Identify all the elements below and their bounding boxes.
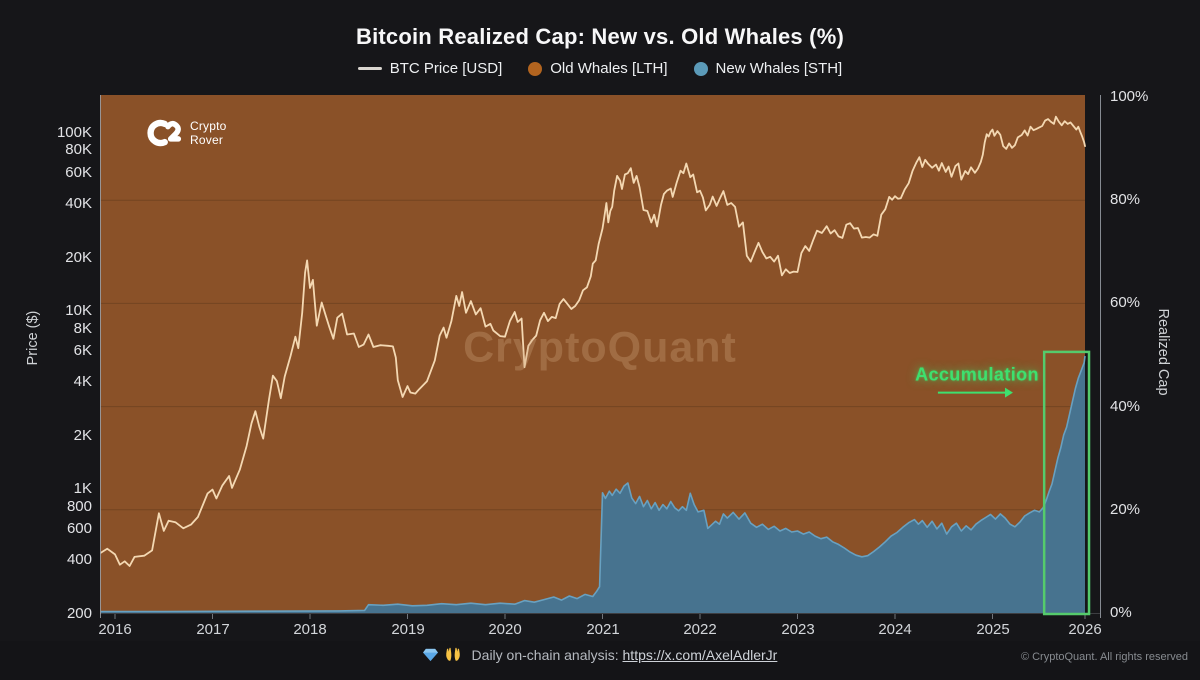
x-axis-tick: 2026 (1068, 621, 1102, 638)
y-left-tick: 800 (66, 498, 92, 515)
crypto-rover-mark-icon (147, 119, 182, 147)
x-axis-tick: 2024 (878, 621, 912, 638)
y-right-tick: 20% (1110, 501, 1141, 518)
copyright-text: © CryptoQuant. All rights reserved (1020, 651, 1188, 663)
y-left-tick: 6K (73, 342, 92, 359)
y-right-tick: 60% (1110, 294, 1141, 311)
y-right-axis-title: Realized Cap (1155, 308, 1171, 396)
old-whales-dot-icon (528, 61, 543, 76)
y-left-tick: 400 (66, 551, 92, 568)
btc-price-line-swatch-icon (357, 67, 382, 70)
accumulation-arrowhead (1004, 387, 1013, 398)
raised-hands-icon (444, 647, 462, 665)
crypto-rover-logo: Crypto Rover (142, 116, 227, 150)
x-axis-tick: 2017 (196, 621, 230, 638)
x-axis-tick: 2018 (293, 621, 327, 638)
legend-item-new-whales: New Whales [STH] (693, 60, 843, 77)
y-left-tick: 10K (65, 302, 92, 319)
y-left-tick: 40K (65, 195, 92, 212)
new-whales-dot-icon (693, 61, 708, 76)
new-whales-sth-area (100, 356, 1085, 613)
chart-legend: BTC Price [USD] Old Whales [LTH] New Wha… (0, 60, 1200, 77)
y-left-tick: 4K (73, 373, 92, 390)
y-left-tick: 200 (66, 605, 92, 622)
y-right-tick: 80% (1110, 191, 1141, 208)
x-axis-tick: 2023 (781, 621, 815, 638)
legend-item-btc-price: BTC Price [USD] (357, 60, 503, 77)
footer-link[interactable]: https://x.com/AxelAdlerJr (622, 647, 778, 663)
accumulation-highlight-box (1042, 350, 1091, 616)
x-axis-tick: 2025 (976, 621, 1010, 638)
y-left-tick: 80K (65, 141, 92, 158)
legend-label: Old Whales [LTH] (550, 60, 668, 77)
x-axis-tick: 2020 (488, 621, 522, 638)
footer-bar (0, 641, 1200, 680)
y-left-tick: 20K (65, 249, 92, 266)
new-whales-sth-edge (100, 355, 1086, 613)
y-left-tick: 100K (56, 124, 92, 141)
crypto-rover-wordmark: Crypto Rover (190, 119, 227, 147)
y-left-tick: 60K (65, 164, 92, 181)
legend-label: BTC Price [USD] (389, 60, 503, 77)
btc-price-line (100, 115, 1086, 567)
x-axis-tick: 2016 (98, 621, 132, 638)
x-axis-tick: 2021 (586, 621, 620, 638)
x-axis-tick: 2022 (683, 621, 717, 638)
page-title: Bitcoin Realized Cap: New vs. Old Whales… (356, 24, 844, 49)
diamond-icon (422, 648, 438, 665)
y-left-tick: 600 (66, 520, 92, 537)
y-right-tick: 100% (1110, 88, 1149, 105)
legend-label: New Whales [STH] (715, 60, 843, 77)
y-right-tick: 40% (1110, 398, 1141, 415)
y-left-tick: 2K (73, 427, 92, 444)
accumulation-annotation: Accumulation (915, 364, 1039, 385)
x-axis-tick: 2019 (391, 621, 425, 638)
y-left-tick: 8K (73, 320, 92, 337)
legend-item-old-whales: Old Whales [LTH] (528, 60, 668, 77)
y-left-tick: 1K (73, 480, 92, 497)
footer-note: Daily on-chain analysis: https://x.com/A… (0, 647, 1200, 665)
y-right-tick: 0% (1110, 604, 1132, 621)
main-chart (100, 95, 1101, 619)
footer-note-text: Daily on-chain analysis: (471, 647, 619, 663)
